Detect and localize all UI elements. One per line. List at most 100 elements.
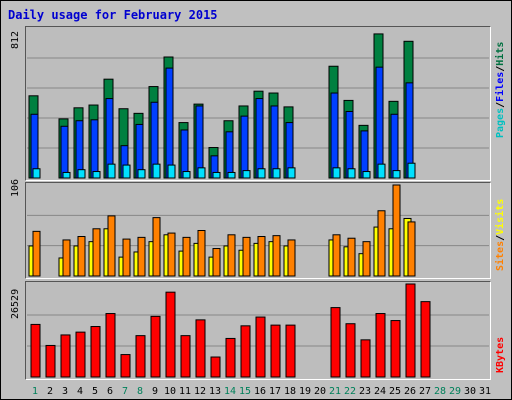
bar-files-day-24 bbox=[375, 66, 384, 179]
x-tick-label-day-19: 19 bbox=[299, 386, 311, 397]
bar-pages-day-21 bbox=[332, 167, 341, 179]
bar-pages-day-17 bbox=[272, 168, 281, 179]
bar-sites-day-14 bbox=[227, 234, 236, 277]
bar-sites-day-25 bbox=[392, 184, 401, 277]
bar-pages-day-3 bbox=[62, 171, 71, 179]
bar-kbytes-day-27 bbox=[420, 301, 431, 378]
bar-kbytes-day-21 bbox=[330, 307, 341, 378]
bar-files-day-3 bbox=[60, 125, 69, 179]
bar-pages-day-9 bbox=[152, 163, 161, 179]
bar-sites-day-8 bbox=[137, 236, 146, 277]
bar-pages-day-1 bbox=[32, 168, 41, 179]
bar-sites-day-11 bbox=[182, 236, 191, 277]
x-tick-label-day-9: 9 bbox=[152, 386, 158, 397]
bar-files-day-25 bbox=[390, 113, 399, 179]
x-tick-label-day-6: 6 bbox=[107, 386, 113, 397]
x-tick-label-day-11: 11 bbox=[179, 386, 191, 397]
x-tick-label-day-16: 16 bbox=[254, 386, 266, 397]
bar-kbytes-day-3 bbox=[60, 334, 71, 378]
bar-sites-day-6 bbox=[107, 215, 116, 277]
bar-kbytes-day-1 bbox=[30, 323, 41, 378]
x-tick-label-day-13: 13 bbox=[209, 386, 221, 397]
bar-kbytes-day-8 bbox=[135, 335, 146, 378]
bar-files-day-14 bbox=[225, 131, 234, 179]
bar-sites-day-16 bbox=[257, 236, 266, 277]
bar-sites-day-9 bbox=[152, 217, 161, 277]
bar-kbytes-day-16 bbox=[255, 316, 266, 378]
bar-kbytes-day-15 bbox=[240, 325, 251, 378]
bar-pages-day-7 bbox=[122, 164, 131, 179]
x-tick-label-day-21: 21 bbox=[329, 386, 341, 397]
x-tick-label-day-3: 3 bbox=[62, 386, 68, 397]
bar-pages-day-14 bbox=[227, 171, 236, 179]
bar-pages-day-6 bbox=[107, 163, 116, 179]
bar-pages-day-15 bbox=[242, 170, 251, 179]
bar-kbytes-day-2 bbox=[45, 344, 56, 378]
bar-sites-day-15 bbox=[242, 236, 251, 277]
x-tick-label-day-8: 8 bbox=[137, 386, 143, 397]
bar-kbytes-day-6 bbox=[105, 313, 116, 378]
x-tick-label-day-17: 17 bbox=[269, 386, 281, 397]
bar-pages-day-25 bbox=[392, 170, 401, 179]
bar-pages-day-4 bbox=[77, 169, 86, 179]
x-tick-label-day-26: 26 bbox=[404, 386, 416, 397]
bar-pages-day-18 bbox=[287, 167, 296, 179]
bar-pages-day-13 bbox=[212, 171, 221, 179]
bar-kbytes-day-5 bbox=[90, 326, 101, 378]
bar-pages-day-12 bbox=[197, 167, 206, 179]
bar-pages-day-10 bbox=[167, 164, 176, 179]
bar-files-day-15 bbox=[240, 115, 249, 179]
bar-kbytes-day-10 bbox=[165, 291, 176, 378]
x-tick-label-day-31: 31 bbox=[479, 386, 491, 397]
bar-pages-day-16 bbox=[257, 168, 266, 179]
bar-kbytes-day-14 bbox=[225, 337, 236, 378]
bar-files-day-5 bbox=[90, 119, 99, 179]
bar-sites-day-13 bbox=[212, 248, 221, 277]
bar-kbytes-day-25 bbox=[390, 320, 401, 378]
bar-kbytes-day-12 bbox=[195, 319, 206, 378]
bar-kbytes-day-17 bbox=[270, 324, 281, 378]
bar-files-day-17 bbox=[270, 105, 279, 179]
x-tick-label-day-10: 10 bbox=[164, 386, 176, 397]
bar-pages-day-23 bbox=[362, 171, 371, 179]
x-tick-label-day-14: 14 bbox=[224, 386, 236, 397]
bar-files-day-12 bbox=[195, 105, 204, 179]
bar-kbytes-day-9 bbox=[150, 315, 161, 378]
x-tick-label-day-24: 24 bbox=[374, 386, 386, 397]
bar-sites-day-3 bbox=[62, 239, 71, 277]
x-tick-label-day-5: 5 bbox=[92, 386, 98, 397]
bar-kbytes-day-13 bbox=[210, 356, 221, 378]
bar-files-day-11 bbox=[180, 129, 189, 179]
x-tick-label-day-18: 18 bbox=[284, 386, 296, 397]
x-tick-label-day-28: 28 bbox=[434, 386, 446, 397]
chart-title: Daily usage for February 2015 bbox=[8, 8, 218, 22]
x-tick-label-day-7: 7 bbox=[122, 386, 128, 397]
bar-kbytes-day-7 bbox=[120, 354, 131, 378]
x-tick-label-day-22: 22 bbox=[344, 386, 356, 397]
bar-pages-day-8 bbox=[137, 169, 146, 179]
bar-files-day-22 bbox=[345, 110, 354, 179]
bar-files-day-10 bbox=[165, 67, 174, 179]
bar-sites-day-22 bbox=[347, 237, 356, 277]
bar-kbytes-day-11 bbox=[180, 335, 191, 378]
bar-pages-day-22 bbox=[347, 168, 356, 179]
bar-kbytes-day-24 bbox=[375, 313, 386, 378]
x-tick-label-day-20: 20 bbox=[314, 386, 326, 397]
bar-sites-day-10 bbox=[167, 232, 176, 277]
bar-pages-day-26 bbox=[407, 162, 416, 179]
bar-kbytes-day-26 bbox=[405, 283, 416, 378]
bar-kbytes-day-22 bbox=[345, 323, 356, 378]
x-tick-label-day-27: 27 bbox=[419, 386, 431, 397]
bar-sites-day-23 bbox=[362, 241, 371, 277]
x-tick-label-day-25: 25 bbox=[389, 386, 401, 397]
bar-kbytes-day-18 bbox=[285, 324, 296, 378]
x-tick-label-day-15: 15 bbox=[239, 386, 251, 397]
bar-kbytes-day-23 bbox=[360, 339, 371, 378]
x-tick-label-day-2: 2 bbox=[47, 386, 53, 397]
bar-sites-day-26 bbox=[407, 221, 416, 277]
bar-sites-day-17 bbox=[272, 235, 281, 277]
x-tick-label-day-1: 1 bbox=[32, 386, 38, 397]
bar-pages-day-24 bbox=[377, 163, 386, 179]
bar-files-day-21 bbox=[330, 92, 339, 179]
